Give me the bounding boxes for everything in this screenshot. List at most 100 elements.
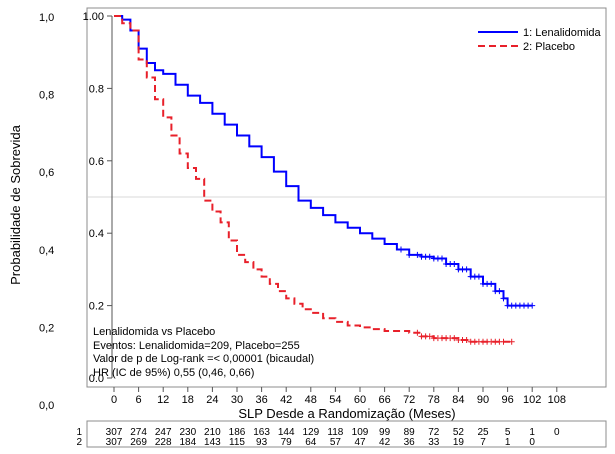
at-risk-count: 143 (204, 437, 221, 448)
outer-y-tick-label: 0,6 (39, 167, 54, 179)
stats-annotation: Lenalidomida vs Placebo Eventos: Lenalid… (93, 326, 314, 379)
x-tick-label: 90 (477, 394, 489, 406)
censor-mark-lenalidomida (475, 273, 482, 280)
annotation-line: Valor de p de Log-rank =< 0,00001 (bicau… (93, 353, 314, 365)
x-tick-label: 48 (305, 394, 317, 406)
at-risk-count: 33 (428, 437, 440, 448)
at-risk-count: 36 (404, 437, 416, 448)
x-tick-label: 0 (111, 394, 117, 406)
at-risk-count: 269 (130, 437, 147, 448)
outer-y-tick-label: 0,8 (39, 90, 54, 102)
plot-frame (86, 7, 607, 388)
y-tick-label: 0.6 (89, 156, 104, 168)
x-tick-label: 66 (378, 394, 390, 406)
censor-mark-lenalidomida (426, 253, 433, 260)
censor-mark-lenalidomida (439, 255, 445, 262)
x-tick-label: 24 (206, 394, 218, 406)
x-tick-label: 108 (548, 394, 566, 406)
at-risk-count: 99 (379, 427, 391, 438)
at-risk-count: 307 (106, 427, 123, 438)
at-risk-count: 89 (404, 427, 416, 438)
at-risk-row-label: 2 (76, 437, 82, 448)
x-tick-label: 36 (255, 394, 267, 406)
at-risk-count: 5 (505, 427, 511, 438)
y-tick-label: 1.00 (83, 11, 104, 23)
at-risk-count: 228 (155, 437, 172, 448)
x-tick-label: 102 (523, 394, 541, 406)
censor-mark-placebo (451, 335, 458, 342)
survival-curve-lenalidomida (114, 15, 533, 307)
at-risk-count: 274 (130, 427, 147, 438)
y-tick-label: 0.4 (89, 228, 104, 240)
at-risk-count: 19 (453, 437, 465, 448)
censor-mark-lenalidomida (500, 295, 507, 302)
outer-y-tick-label: 0,4 (39, 245, 54, 257)
x-tick-label: 30 (231, 394, 243, 406)
at-risk-count: 115 (229, 437, 245, 448)
censor-mark-lenalidomida (406, 251, 413, 258)
y-axis-title: Probabilidade de Sobrevida (8, 124, 23, 284)
outer-y-tick-label: 0,2 (39, 322, 54, 334)
censor-mark-lenalidomida (488, 280, 495, 287)
at-risk-count: 163 (253, 427, 270, 438)
censor-mark-lenalidomida (496, 288, 503, 295)
x-tick-label: 72 (403, 394, 415, 406)
at-risk-count: 184 (179, 437, 196, 448)
annotation-line: Eventos: Lenalidomida=209, Placebo=255 (93, 340, 300, 352)
censor-mark-lenalidomida (414, 251, 421, 258)
at-risk-count: 144 (278, 427, 295, 438)
at-risk-count: 0 (554, 427, 560, 438)
x-tick-label: 12 (157, 394, 169, 406)
x-tick-label: 18 (182, 394, 194, 406)
censor-mark-placebo (508, 338, 515, 345)
at-risk-count: 7 (480, 437, 486, 448)
at-risk-count: 247 (155, 427, 172, 438)
outer-y-tick-label: 1,0 (39, 12, 54, 24)
x-tick-label: 60 (354, 394, 366, 406)
at-risk-count: 118 (327, 427, 343, 438)
at-risk-count: 72 (428, 427, 440, 438)
censor-mark-placebo (500, 338, 507, 345)
at-risk-table-frame (86, 420, 607, 448)
y-tick-label: 0.2 (89, 301, 104, 313)
x-tick-label: 96 (501, 394, 513, 406)
survival-curve-placebo (114, 15, 512, 343)
at-risk-count: 47 (354, 437, 366, 448)
censor-mark-lenalidomida (529, 302, 536, 309)
censor-mark-placebo (463, 336, 470, 343)
censor-mark-placebo (414, 329, 421, 336)
annotation-line: Lenalidomida vs Placebo (93, 326, 215, 338)
x-tick-label: 84 (452, 394, 464, 406)
legend-label-placebo: 2: Placebo (523, 41, 575, 53)
legend-label-lenalidomida: 1: Lenalidomida (523, 27, 602, 39)
y-tick-label: 0.0 (89, 373, 104, 385)
y-tick-label: 0.8 (89, 83, 104, 95)
at-risk-count: 93 (256, 437, 268, 448)
x-tick-label: 6 (136, 394, 142, 406)
censor-mark-lenalidomida (398, 246, 404, 253)
censor-mark-placebo (426, 333, 433, 340)
at-risk-count: 1 (505, 437, 511, 448)
x-tick-label: 54 (329, 394, 341, 406)
censor-mark-lenalidomida (451, 260, 458, 267)
at-risk-count: 210 (204, 427, 221, 438)
at-risk-count: 57 (330, 437, 342, 448)
at-risk-count: 109 (352, 427, 369, 438)
at-risk-count: 1 (529, 427, 535, 438)
at-risk-count: 42 (379, 437, 391, 448)
outer-y-tick-label: 0,0 (39, 400, 54, 412)
at-risk-count: 64 (305, 437, 317, 448)
at-risk-count: 230 (179, 427, 196, 438)
at-risk-count: 79 (281, 437, 293, 448)
legend: 1: Lenalidomida 2: Placebo (478, 27, 602, 53)
x-tick-label: 42 (280, 394, 292, 406)
x-axis-title: SLP Desde a Randomização (Meses) (238, 406, 455, 421)
at-risk-count: 307 (106, 437, 123, 448)
at-risk-count: 0 (529, 437, 535, 448)
at-risk-count: 25 (477, 427, 489, 438)
at-risk-count: 186 (229, 427, 246, 438)
at-risk-count: 129 (302, 427, 319, 438)
at-risk-count: 52 (453, 427, 465, 438)
censor-mark-lenalidomida (463, 266, 470, 273)
